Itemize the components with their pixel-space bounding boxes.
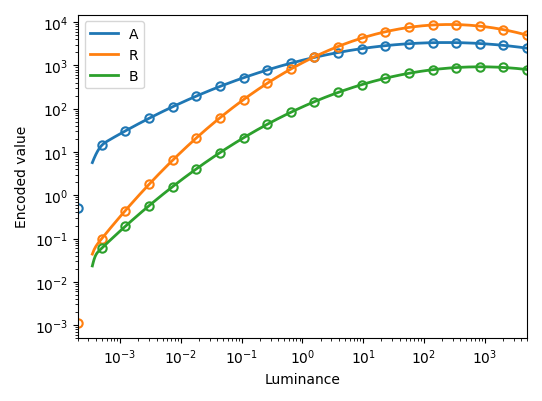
Legend: A, R, B: A, R, B xyxy=(85,22,144,89)
R xyxy=(348,40,354,45)
A xyxy=(443,41,449,46)
B xyxy=(324,95,331,99)
R xyxy=(89,252,95,257)
R xyxy=(524,34,530,38)
A xyxy=(514,45,521,50)
R xyxy=(446,23,453,28)
A xyxy=(295,60,302,65)
Y-axis label: Encoded value: Encoded value xyxy=(15,126,29,228)
B xyxy=(514,67,521,72)
B xyxy=(89,264,95,269)
B xyxy=(348,86,354,91)
B xyxy=(298,106,305,111)
R xyxy=(514,31,521,36)
A xyxy=(348,49,354,54)
Line: B: B xyxy=(92,68,527,266)
A xyxy=(298,59,305,64)
A xyxy=(89,161,95,166)
A xyxy=(324,53,331,58)
A xyxy=(446,41,453,46)
R xyxy=(298,62,305,67)
R xyxy=(446,23,452,28)
Line: A: A xyxy=(92,43,527,163)
B xyxy=(478,65,484,70)
B xyxy=(446,67,452,71)
R xyxy=(295,63,302,68)
Line: R: R xyxy=(92,25,527,255)
B xyxy=(295,107,302,112)
R xyxy=(324,49,331,54)
B xyxy=(524,68,530,73)
X-axis label: Luminance: Luminance xyxy=(264,372,340,386)
A xyxy=(524,47,530,51)
